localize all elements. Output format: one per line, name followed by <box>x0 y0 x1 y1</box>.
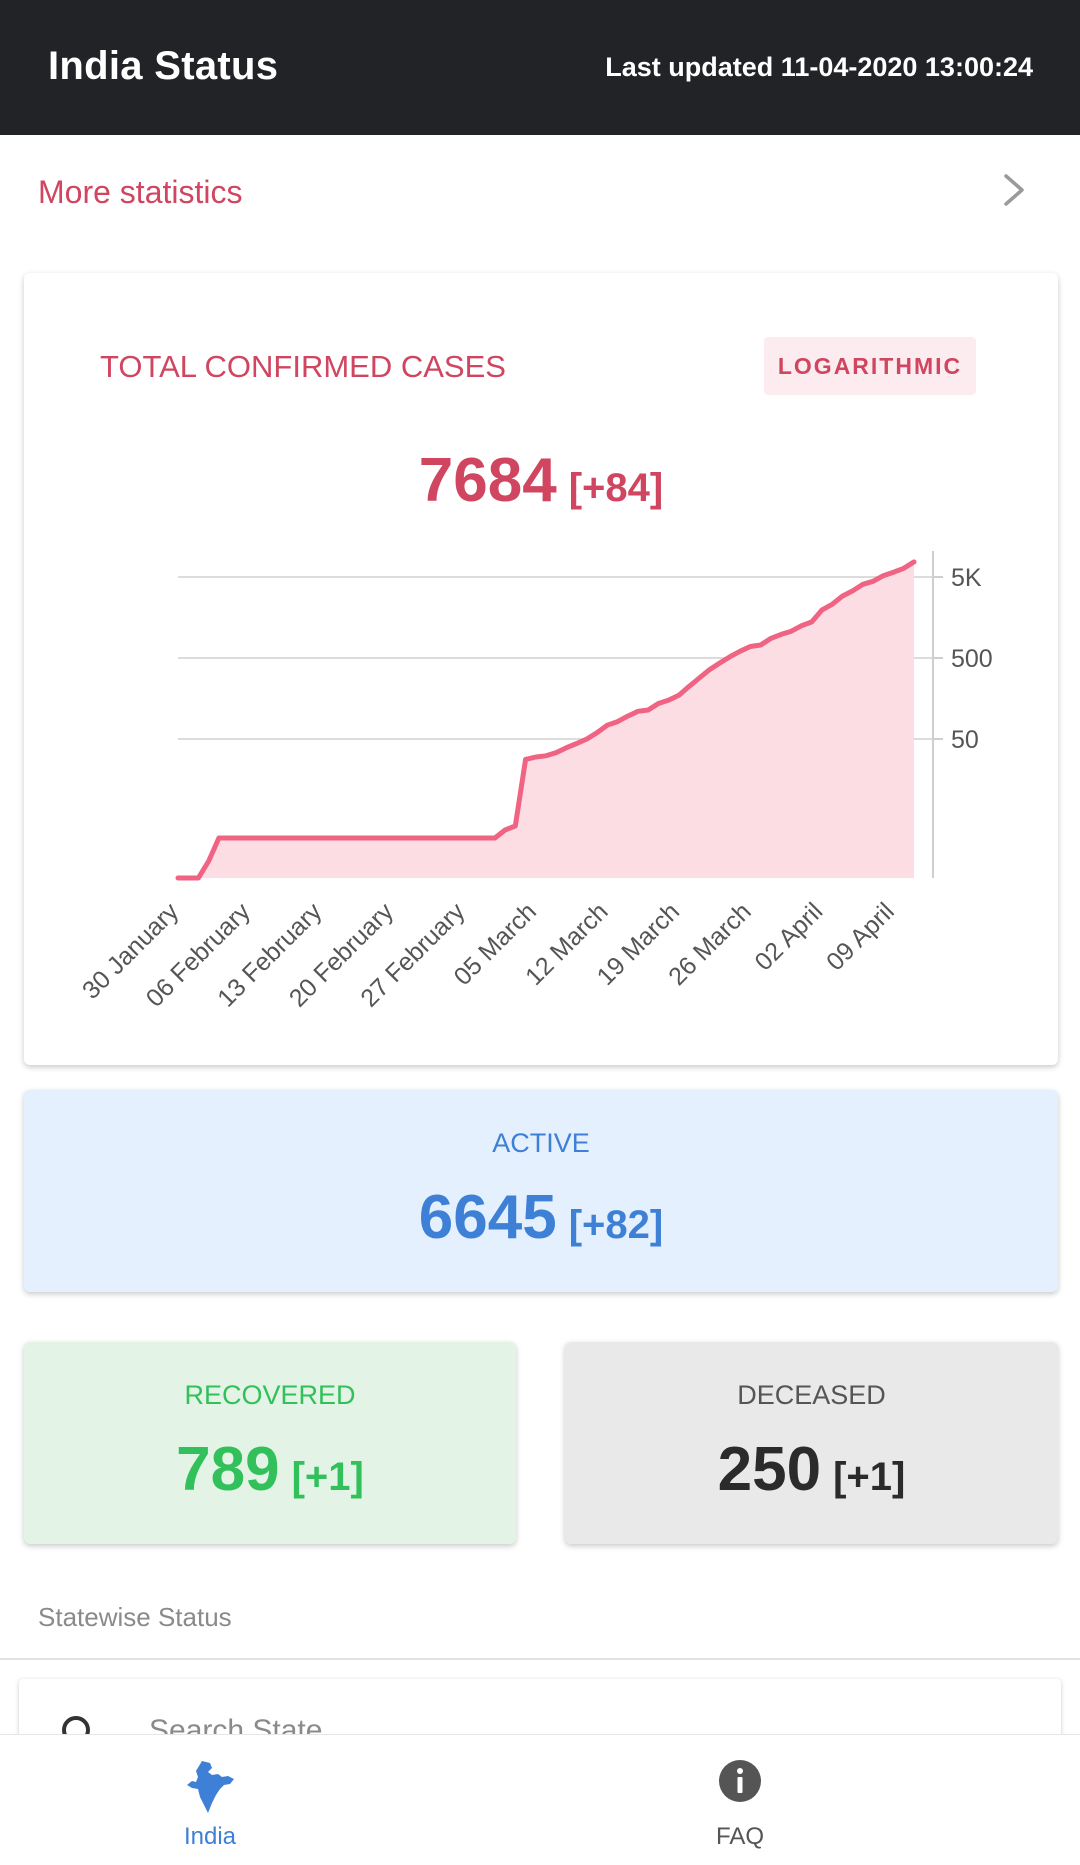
x-tick-label: 09 April <box>821 897 900 976</box>
y-tick-label: 5K <box>951 564 982 592</box>
area-fill <box>178 561 914 878</box>
india-map-icon <box>187 1761 234 1813</box>
active-card: ACTIVE 6645 [+82] <box>24 1090 1058 1292</box>
nav-faq-label: FAQ <box>715 1823 764 1850</box>
divider <box>0 1658 1080 1660</box>
deceased-card: DECEASED 250 [+1] <box>565 1342 1058 1544</box>
info-icon <box>719 1760 761 1802</box>
app-title: India Status <box>48 44 279 88</box>
statewise-heading: Statewise Status <box>38 1602 232 1632</box>
bottom-navigation: India FAQ <box>0 1734 1080 1865</box>
deceased-count: 250 <box>717 1435 822 1504</box>
nav-india-label: India <box>183 1823 237 1850</box>
confirmed-count: 7684 <box>418 446 557 515</box>
active-count: 6645 <box>418 1183 557 1252</box>
active-label: ACTIVE <box>492 1128 590 1158</box>
chevron-right-icon <box>1004 174 1024 206</box>
recovered-value: 789 [+1] <box>24 1434 516 1505</box>
deceased-value: 250 [+1] <box>565 1434 1058 1505</box>
more-statistics-label: More statistics <box>38 174 243 210</box>
x-tick-label: 02 April <box>749 897 828 976</box>
confirmed-delta: [+84] <box>568 466 664 510</box>
total-confirmed-card: TOTAL CONFIRMED CASES LOGARITHMIC 7684 [+… <box>24 273 1058 1065</box>
recovered-label: RECOVERED <box>184 1380 356 1410</box>
recovered-delta: [+1] <box>291 1455 364 1499</box>
active-delta: [+82] <box>568 1203 664 1247</box>
y-tick-label: 50 <box>951 726 979 754</box>
confirmed-total: 7684 [+84] <box>24 445 1058 516</box>
recovered-card: RECOVERED 789 [+1] <box>24 1342 516 1544</box>
logarithmic-toggle-button[interactable]: LOGARITHMIC <box>764 337 976 395</box>
more-statistics-link[interactable]: More statistics <box>0 140 1080 240</box>
nav-faq[interactable]: FAQ <box>470 1735 1010 1865</box>
series-line <box>175 559 917 881</box>
app-bar: India Status Last updated 11-04-2020 13:… <box>0 0 1080 135</box>
deceased-label: DECEASED <box>737 1380 886 1410</box>
y-tick-label: 500 <box>951 645 993 673</box>
recovered-count: 789 <box>176 1435 280 1504</box>
nav-india[interactable]: India <box>70 1735 610 1865</box>
deceased-delta: [+1] <box>833 1455 906 1499</box>
last-updated: Last updated 11-04-2020 13:00:24 <box>605 52 1033 82</box>
chart-title: TOTAL CONFIRMED CASES <box>100 349 506 384</box>
active-value: 6645 [+82] <box>24 1182 1058 1253</box>
